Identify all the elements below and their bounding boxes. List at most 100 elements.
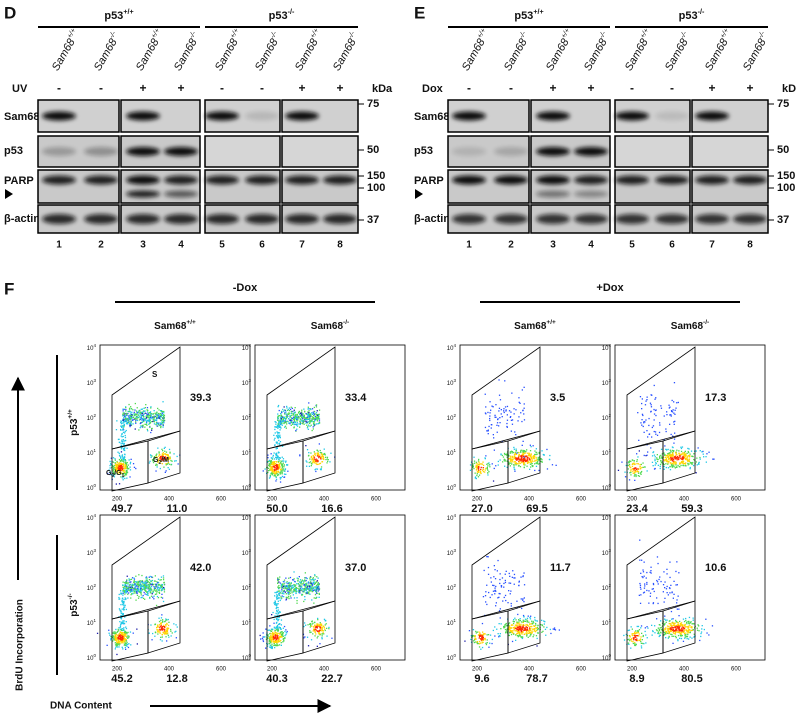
dot [673, 382, 676, 384]
dot [130, 578, 133, 580]
dot [636, 463, 638, 465]
dot [165, 451, 168, 453]
dot [472, 465, 474, 468]
dot [112, 470, 115, 472]
dot [297, 419, 299, 421]
dot [321, 461, 323, 463]
text-base: Sam68 [671, 321, 704, 332]
y-tick-label: 104 [602, 343, 612, 352]
dot [672, 452, 674, 454]
dot [511, 456, 513, 458]
dot [319, 632, 321, 635]
dot [120, 457, 122, 459]
dot [160, 627, 163, 630]
dot [279, 420, 281, 422]
y-tick-label: 102 [87, 413, 97, 422]
dot [529, 450, 532, 452]
dot [272, 470, 275, 472]
dot [299, 422, 302, 424]
dot [287, 589, 289, 591]
text-base: 10 [447, 586, 454, 592]
dot [279, 417, 282, 419]
dot [270, 457, 272, 459]
dot [310, 462, 313, 464]
dot [644, 421, 646, 423]
dot [116, 653, 118, 656]
dot [695, 472, 697, 474]
dot [506, 628, 508, 630]
dot [488, 464, 490, 466]
dot [122, 425, 124, 427]
dot [643, 421, 645, 423]
dot [124, 462, 127, 465]
dot [280, 419, 282, 421]
dot [142, 594, 144, 597]
dot [162, 411, 164, 413]
dot [325, 623, 327, 625]
g0g1-value: 45.2 [111, 673, 132, 685]
dot [124, 464, 127, 466]
dot [319, 449, 321, 452]
dot [270, 633, 272, 635]
text-sup: 4 [608, 343, 611, 348]
dot [149, 412, 151, 414]
dot [114, 631, 116, 633]
dot [516, 452, 518, 454]
dot [269, 468, 271, 470]
dot [274, 437, 276, 439]
dot [124, 453, 126, 455]
dot [294, 415, 296, 418]
dot [162, 620, 164, 622]
dot [278, 638, 280, 640]
dot [143, 585, 146, 587]
dot [472, 466, 474, 468]
treatment-sign: + [177, 81, 184, 95]
dot [136, 411, 138, 413]
dot [113, 471, 115, 474]
dot [286, 416, 288, 418]
dot [305, 460, 307, 462]
dot [109, 460, 111, 463]
dot [522, 624, 525, 626]
dot [648, 424, 650, 427]
dot [280, 413, 282, 415]
dot [308, 593, 310, 595]
dot [125, 406, 127, 408]
dot [508, 634, 510, 637]
dot [667, 454, 669, 457]
dot [125, 439, 127, 442]
dot [160, 426, 162, 429]
dot [281, 632, 284, 635]
dot [649, 402, 652, 404]
lane-number: 8 [337, 240, 343, 251]
text-base: 10 [242, 586, 249, 592]
dot [289, 595, 292, 597]
dot [323, 453, 325, 455]
dot [144, 426, 146, 428]
dot [267, 643, 269, 645]
dot [318, 592, 320, 595]
dot [312, 633, 314, 635]
dot [673, 460, 675, 462]
dot [486, 468, 488, 470]
dot [533, 458, 535, 460]
dot [312, 587, 314, 589]
dot [537, 463, 539, 465]
dot [279, 636, 282, 638]
dot [135, 414, 137, 416]
dot [517, 457, 520, 459]
dot [306, 592, 308, 594]
dot [470, 638, 472, 641]
dot [674, 409, 676, 411]
y-tick-label: 104 [87, 513, 97, 522]
dot [496, 628, 498, 630]
dot [122, 415, 124, 417]
y-tick-label: 100 [602, 483, 612, 492]
dot [668, 461, 670, 463]
dot [271, 647, 273, 649]
dot [118, 637, 120, 639]
dot [514, 461, 516, 463]
dot [271, 469, 273, 471]
dot [276, 641, 278, 643]
